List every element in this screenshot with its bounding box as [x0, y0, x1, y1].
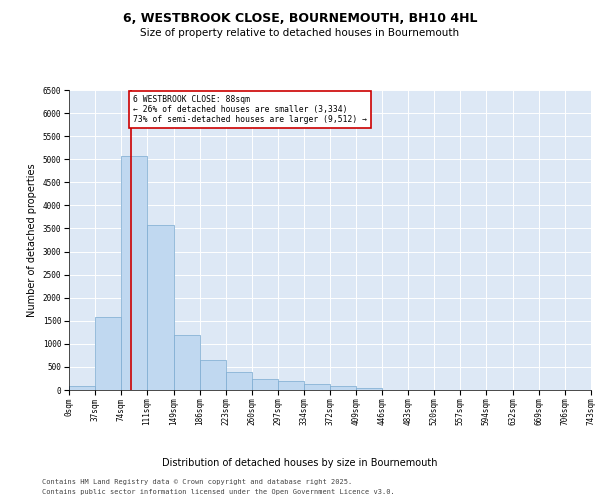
Text: Distribution of detached houses by size in Bournemouth: Distribution of detached houses by size …: [162, 458, 438, 468]
Text: Contains HM Land Registry data © Crown copyright and database right 2025.: Contains HM Land Registry data © Crown c…: [42, 479, 352, 485]
Bar: [251, 379, 278, 390]
Bar: [226, 372, 251, 390]
Text: 6 WESTBROOK CLOSE: 88sqm
← 26% of detached houses are smaller (3,334)
73% of sem: 6 WESTBROOK CLOSE: 88sqm ← 26% of detach…: [133, 94, 367, 124]
Bar: [278, 381, 304, 390]
Bar: [121, 156, 147, 390]
Bar: [304, 384, 331, 390]
Text: Size of property relative to detached houses in Bournemouth: Size of property relative to detached ho…: [140, 28, 460, 38]
Text: Contains public sector information licensed under the Open Government Licence v3: Contains public sector information licen…: [42, 489, 395, 495]
Bar: [200, 360, 226, 390]
Bar: [173, 335, 200, 390]
Bar: [147, 225, 173, 390]
Bar: [331, 386, 356, 390]
Bar: [69, 386, 95, 390]
Bar: [356, 388, 382, 390]
Y-axis label: Number of detached properties: Number of detached properties: [28, 163, 37, 317]
Text: 6, WESTBROOK CLOSE, BOURNEMOUTH, BH10 4HL: 6, WESTBROOK CLOSE, BOURNEMOUTH, BH10 4H…: [123, 12, 477, 26]
Bar: [95, 317, 121, 390]
